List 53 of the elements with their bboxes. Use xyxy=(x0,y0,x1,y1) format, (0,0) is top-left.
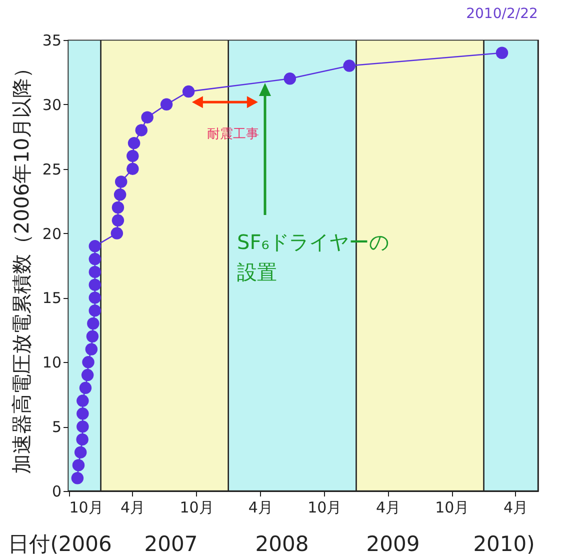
point xyxy=(82,356,94,368)
x-tick-label: 4月 xyxy=(376,498,401,516)
point xyxy=(88,278,102,291)
point xyxy=(76,433,88,446)
text: 日付(2006 2007 2008 2009 2010) xyxy=(8,532,535,554)
point xyxy=(160,98,173,111)
point xyxy=(85,343,98,356)
y-tick-label: 20 xyxy=(42,224,62,243)
point xyxy=(88,252,102,266)
point xyxy=(128,136,140,150)
point xyxy=(284,72,296,85)
point xyxy=(110,227,124,240)
point xyxy=(88,240,102,252)
point xyxy=(71,472,84,484)
x-tick-label: 10月 xyxy=(308,498,342,516)
y-axis-title: 加速器高電圧放電累積数（2006年10月以降） xyxy=(9,58,34,474)
y-tick-label: 35 xyxy=(42,32,62,50)
y-tick-label: 0 xyxy=(52,482,62,500)
point xyxy=(76,408,89,420)
y-tick-label: 5 xyxy=(52,418,62,436)
y-tick-label: 10 xyxy=(42,354,62,372)
point xyxy=(182,85,195,98)
annotation: 2010/2/22 xyxy=(466,6,538,22)
point xyxy=(88,292,102,304)
point xyxy=(112,201,124,214)
point xyxy=(141,111,154,124)
point xyxy=(126,162,139,175)
point xyxy=(86,330,99,342)
point xyxy=(76,420,89,433)
point xyxy=(496,46,508,59)
point xyxy=(126,150,139,162)
y-tick-label: 15 xyxy=(42,289,62,308)
x-tick-label: 10月 xyxy=(69,498,104,516)
point xyxy=(112,214,124,227)
point xyxy=(135,124,148,136)
point xyxy=(87,317,100,330)
x-tick-label: 4月 xyxy=(120,498,146,516)
x-tick-label: 10月 xyxy=(180,498,214,516)
point xyxy=(79,382,92,394)
point xyxy=(88,304,102,317)
point xyxy=(81,368,94,382)
point xyxy=(343,60,356,72)
x-tick-label: 4月 xyxy=(248,498,273,516)
y-tick-label: 30 xyxy=(42,96,62,114)
point xyxy=(114,176,128,188)
point xyxy=(88,266,102,278)
point xyxy=(72,459,85,472)
point xyxy=(114,188,126,201)
x-tick-label: 4月 xyxy=(504,498,528,516)
x-tick-label: 10月 xyxy=(435,498,470,516)
y-tick-label: 25 xyxy=(42,160,62,178)
point xyxy=(74,446,87,458)
point xyxy=(76,394,89,407)
